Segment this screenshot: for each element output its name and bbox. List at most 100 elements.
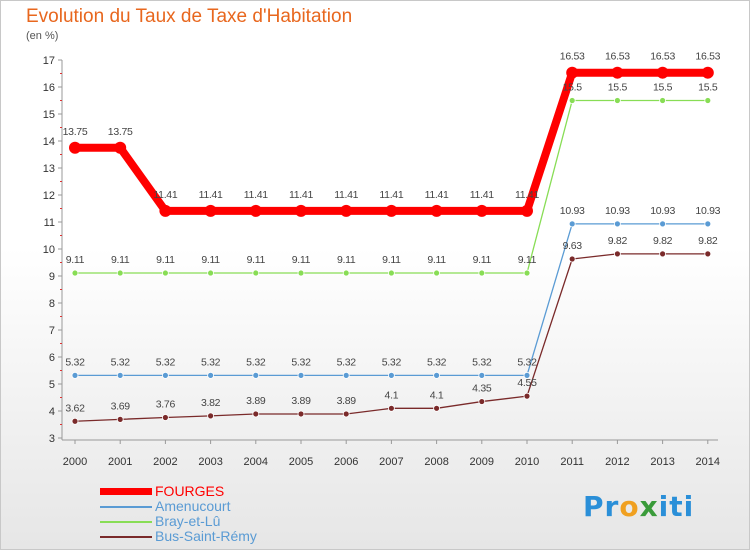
legend-item-bus-saint-remy: Bus-Saint-Rémy: [100, 529, 257, 544]
data-label-amenucourt: 5.32: [111, 356, 131, 368]
data-label-bus-saint-remy: 9.82: [698, 235, 718, 247]
data-label-amenucourt: 5.32: [337, 356, 357, 368]
y-tick-label: 10: [43, 244, 55, 256]
data-point-fourges: [69, 141, 81, 154]
data-label-bray-et-lu: 15.5: [608, 82, 628, 94]
y-tick-label: 12: [43, 190, 55, 202]
data-label-bray-et-lu: 9.11: [247, 254, 266, 266]
data-point-bray-et-lu: [161, 269, 169, 277]
data-point-bus-saint-remy: [342, 410, 350, 418]
series-layer: [69, 66, 714, 425]
data-point-fourges: [656, 66, 669, 79]
x-tick-label: 2002: [153, 456, 177, 468]
data-label-bus-saint-remy: 3.76: [156, 398, 176, 410]
data-label-bray-et-lu: 15.5: [653, 82, 673, 94]
data-label-bray-et-lu: 9.11: [201, 254, 220, 266]
data-point-bray-et-lu: [523, 269, 531, 277]
y-tick-label: 7: [49, 325, 55, 337]
data-label-fourges: 11.41: [289, 189, 313, 201]
data-point-amenucourt: [342, 371, 350, 379]
data-label-fourges: 16.53: [695, 51, 720, 63]
data-point-amenucourt: [71, 371, 79, 379]
y-tick-label: 8: [49, 298, 55, 310]
x-tick-label: 2007: [379, 456, 403, 468]
data-point-amenucourt: [387, 371, 395, 379]
data-label-fourges: 11.41: [470, 189, 494, 201]
data-point-fourges: [566, 66, 579, 79]
data-point-fourges: [521, 204, 533, 217]
y-tick-label: 3: [49, 433, 55, 445]
logo-letter: x: [639, 490, 659, 523]
data-label-fourges: 16.53: [650, 51, 675, 63]
data-point-bray-et-lu: [659, 97, 666, 104]
data-point-bus-saint-remy: [478, 398, 486, 405]
data-point-amenucourt: [523, 371, 531, 379]
data-label-bray-et-lu: 9.11: [337, 254, 356, 266]
logo-letter: t: [669, 490, 684, 523]
data-point-fourges: [204, 204, 217, 217]
legend-swatch-bray-et-lu: [100, 520, 152, 523]
data-point-bus-saint-remy: [297, 410, 305, 418]
data-label-bus-saint-remy: 3.62: [65, 402, 85, 414]
data-point-bus-saint-remy: [523, 392, 531, 400]
data-label-bray-et-lu: 9.11: [382, 254, 401, 266]
chart-title: Evolution du Taux de Taxe d'Habitation: [26, 6, 353, 27]
legend-swatch-bus-saint-remy: [100, 535, 152, 538]
logo-letter: r: [604, 490, 620, 523]
data-point-bray-et-lu: [478, 269, 486, 277]
axes: 3 4 5 6 7 8 9 10 11 12 13 14 15 16 17 2000 2001 2002 2003 2…: [43, 55, 720, 468]
data-label-amenucourt: 5.32: [517, 356, 537, 368]
data-point-amenucourt: [433, 371, 441, 379]
series-line-bray-et-lu: [75, 99, 708, 274]
data-label-bus-saint-remy: 9.82: [653, 235, 673, 247]
data-label-fourges: 16.53: [605, 51, 630, 63]
data-label-bray-et-lu: 9.11: [111, 254, 130, 266]
data-label-amenucourt: 10.93: [650, 205, 675, 217]
y-tick-label: 16: [43, 82, 55, 94]
data-label-bray-et-lu: 9.11: [427, 254, 446, 266]
data-point-bus-saint-remy: [161, 414, 169, 421]
y-tick-label: 13: [43, 163, 55, 175]
data-point-fourges: [475, 204, 488, 217]
data-label-amenucourt: 5.32: [201, 356, 221, 368]
data-label-bus-saint-remy: 3.69: [111, 400, 131, 412]
data-label-amenucourt: 5.32: [472, 356, 492, 368]
data-point-bray-et-lu: [614, 97, 621, 104]
y-tick-label: 15: [43, 109, 55, 121]
data-label-amenucourt: 10.93: [695, 205, 720, 217]
x-tick-label: 2005: [289, 456, 313, 468]
legend-label-amenucourt: Amenucourt: [155, 498, 231, 514]
data-label-bray-et-lu: 9.11: [292, 254, 311, 266]
data-label-bray-et-lu: 9.11: [66, 254, 85, 266]
data-point-bray-et-lu: [342, 269, 350, 277]
series-bray-et-lu: [71, 97, 712, 277]
data-point-bus-saint-remy: [116, 415, 124, 423]
data-label-fourges: 11.41: [515, 189, 539, 201]
data-point-bus-saint-remy: [704, 250, 712, 258]
data-point-bus-saint-remy: [207, 412, 215, 420]
data-point-bray-et-lu: [71, 269, 79, 277]
data-point-amenucourt: [252, 371, 260, 379]
y-tick-label: 11: [44, 217, 55, 229]
y-tick-label: 14: [43, 136, 55, 148]
y-tick-label: 6: [49, 352, 55, 364]
data-point-bus-saint-remy: [614, 250, 621, 258]
data-label-bus-saint-remy: 4.1: [385, 389, 399, 401]
legend-swatch-fourges: [100, 488, 152, 495]
x-tick-label: 2008: [424, 456, 448, 468]
data-point-bray-et-lu: [433, 269, 441, 277]
y-tick-label: 9: [49, 271, 55, 283]
legend-item-bray-et-lu: Bray-et-Lû: [100, 514, 257, 529]
data-label-amenucourt: 5.32: [156, 356, 176, 368]
x-tick-label: 2011: [560, 456, 584, 468]
legend-label-bus-saint-remy: Bus-Saint-Rémy: [155, 528, 257, 544]
data-point-bus-saint-remy: [568, 255, 576, 263]
data-point-fourges: [611, 66, 624, 79]
data-label-fourges: 11.41: [425, 189, 449, 201]
logo-letter: o: [619, 490, 640, 523]
x-tick-label: 2014: [696, 456, 720, 468]
x-tick-label: 2000: [63, 456, 87, 468]
legend: FOURGES Amenucourt Bray-et-Lû Bus-Saint-Rém…: [100, 484, 257, 544]
legend-swatch-amenucourt: [100, 505, 152, 508]
data-label-bus-saint-remy: 9.82: [608, 235, 628, 247]
